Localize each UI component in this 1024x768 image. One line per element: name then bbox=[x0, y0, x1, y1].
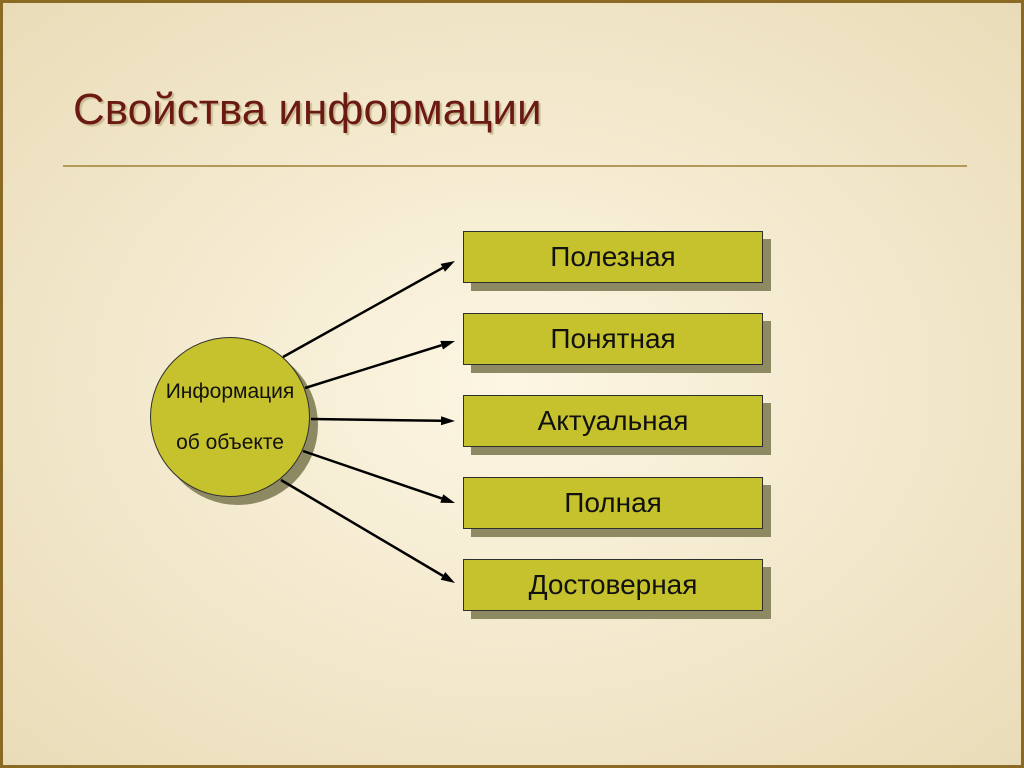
property-label: Достоверная bbox=[529, 569, 698, 601]
arrow-line bbox=[311, 419, 441, 421]
property-box: Полная bbox=[463, 477, 763, 529]
arrow-head bbox=[441, 261, 455, 272]
property-box: Полезная bbox=[463, 231, 763, 283]
arrow-head bbox=[440, 341, 455, 350]
arrow-head bbox=[440, 494, 455, 503]
arrow-line bbox=[281, 480, 443, 576]
arrow-line bbox=[305, 345, 442, 388]
arrow-head bbox=[441, 572, 455, 583]
property-label: Полная bbox=[564, 487, 662, 519]
arrow-line bbox=[283, 268, 443, 357]
property-box: Достоверная bbox=[463, 559, 763, 611]
property-box: Актуальная bbox=[463, 395, 763, 447]
property-label: Актуальная bbox=[538, 405, 689, 437]
arrows bbox=[3, 3, 1024, 768]
property-label: Полезная bbox=[550, 241, 675, 273]
arrow-head bbox=[441, 416, 455, 425]
property-box: Понятная bbox=[463, 313, 763, 365]
arrow-line bbox=[303, 451, 442, 498]
property-label: Понятная bbox=[550, 323, 675, 355]
slide: Свойства информации Информация об объект… bbox=[0, 0, 1024, 768]
